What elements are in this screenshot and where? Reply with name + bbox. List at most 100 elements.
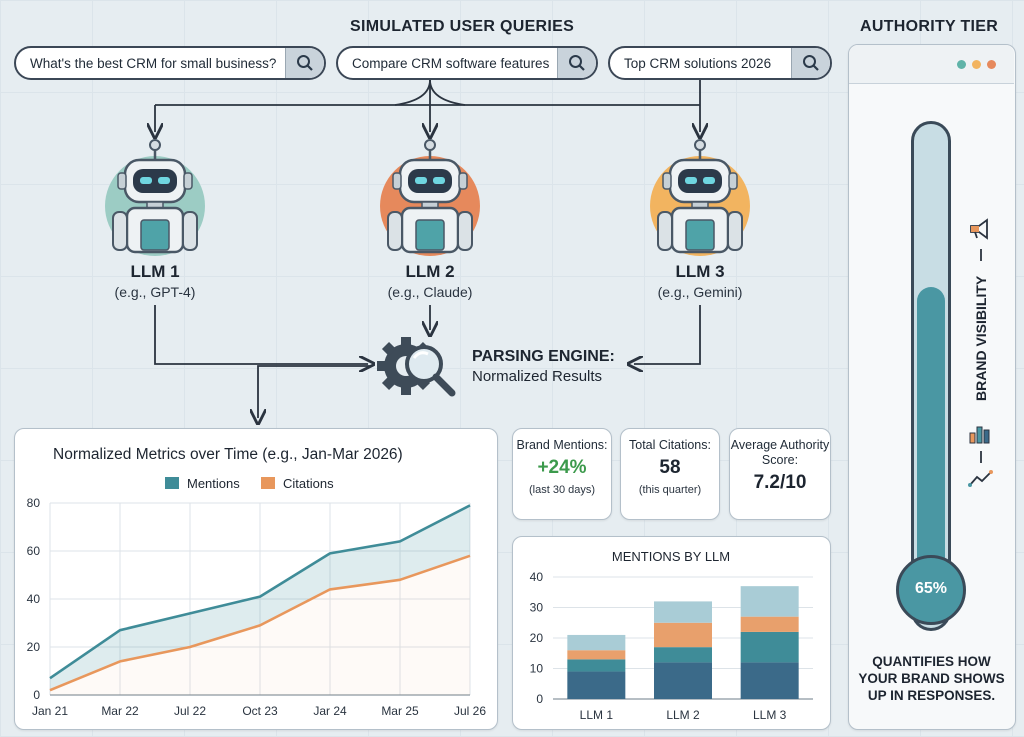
llm-2-label: LLM 2 (e.g., Claude) xyxy=(355,262,505,300)
bar-segment xyxy=(654,601,712,623)
x-tick-label: Mar 22 xyxy=(101,704,139,718)
y-tick-label: 0 xyxy=(33,688,40,702)
bar-chart-icon xyxy=(969,426,990,444)
window-dot xyxy=(972,60,981,69)
brand-visibility-axis: BRAND VISIBILITY xyxy=(968,218,993,487)
stat-value: 7.2/10 xyxy=(753,472,807,493)
y-tick-label: 80 xyxy=(27,496,41,510)
x-tick-label: Jan 21 xyxy=(32,704,68,718)
search-button[interactable] xyxy=(285,48,324,78)
search-icon xyxy=(803,55,819,71)
x-tick-label: Mar 25 xyxy=(381,704,419,718)
stat-title: Total Citations: xyxy=(629,438,711,452)
bar-segment xyxy=(567,659,626,672)
search-icon xyxy=(297,55,313,71)
y-tick-label: 0 xyxy=(536,692,543,706)
series-line-citations xyxy=(49,554,471,692)
legend-swatch xyxy=(261,477,275,489)
series-line-mentions xyxy=(49,504,471,680)
x-tick-label: Jar 24 xyxy=(313,704,347,718)
line-chart: Normalized Metrics over Time (e.g., Jan-… xyxy=(27,446,487,718)
search-button[interactable] xyxy=(557,48,596,78)
legend-label: Mentions xyxy=(187,476,240,491)
caption-line: YOUR BRAND SHOWS xyxy=(858,671,1005,686)
bar-chart: MENTIONS BY LLM 0 10 20 30 40 LLM 1 LLM 2 LLM 3 xyxy=(530,549,813,722)
llm-name: LLM 3 xyxy=(675,262,725,281)
llm-name: LLM 2 xyxy=(405,262,455,281)
trend-line-icon xyxy=(968,470,993,487)
query-search-box-2[interactable]: Compare CRM software features xyxy=(336,46,598,80)
line-chart-panel: Normalized Metrics over Time (e.g., Jan-… xyxy=(14,428,498,730)
caption-line: QUANTIFIES HOW xyxy=(872,654,991,669)
llm-example: (e.g., Claude) xyxy=(387,284,473,300)
window-dot xyxy=(957,60,966,69)
chart-title: MENTIONS BY LLM xyxy=(612,549,730,564)
tier-caption: QUANTIFIES HOW YOUR BRAND SHOWS UP IN RE… xyxy=(849,653,1014,704)
x-tick-label: LLM 1 xyxy=(580,708,614,722)
llm-name: LLM 1 xyxy=(130,262,180,281)
llm-example: (e.g., GPT-4) xyxy=(114,284,196,300)
y-tick-label: 60 xyxy=(27,544,41,558)
bar-segment xyxy=(740,586,799,617)
bar-segment xyxy=(654,622,712,648)
authority-tier-panel: 65% BRAND VISIBILITY QUANTIFIES HOW YOUR… xyxy=(848,44,1016,730)
robot-icon xyxy=(380,139,480,256)
stat-title: Brand Mentions: xyxy=(516,438,608,452)
bar-segment xyxy=(567,650,626,660)
search-button[interactable] xyxy=(791,48,830,78)
stat-note: (last 30 days) xyxy=(528,484,596,496)
window-dot xyxy=(987,60,996,69)
thermometer-bulb xyxy=(896,555,966,625)
x-tick-label: Jul 26 xyxy=(454,704,486,718)
chart-title: Normalized Metrics over Time (e.g., Jan-… xyxy=(53,446,403,463)
query-text[interactable]: Compare CRM software features xyxy=(352,55,550,71)
parsing-engine-subtitle: Normalized Results xyxy=(472,368,603,385)
gear-magnifier-icon xyxy=(377,337,456,397)
bar-segment xyxy=(567,634,626,651)
stat-value: +24% xyxy=(537,457,587,478)
llm-1-label: LLM 1 (e.g., GPT-4) xyxy=(80,262,230,300)
llm-3-label: LLM 3 (e.g., Gemini) xyxy=(625,262,775,300)
y-tick-label: 30 xyxy=(530,601,544,615)
brand-visibility-label: BRAND VISIBILITY xyxy=(973,275,989,401)
bar-segment xyxy=(567,671,626,699)
query-text[interactable]: Top CRM solutions 2026 xyxy=(624,55,772,71)
y-tick-label: 10 xyxy=(530,662,544,676)
tier-percent-label: 65% xyxy=(914,580,948,597)
legend-label: Citations xyxy=(283,476,334,491)
x-tick-label: Jul 22 xyxy=(174,704,206,718)
stat-value: 58 xyxy=(659,457,681,478)
stat-note: (this quarter) xyxy=(638,484,702,496)
megaphone-icon xyxy=(970,218,988,240)
stat-card-total-citations: Total Citations: 58 (this quarter) xyxy=(620,428,720,520)
y-tick-label: 20 xyxy=(530,631,544,645)
queries-title: SIMULATED USER QUERIES xyxy=(350,18,575,35)
legend-swatch xyxy=(165,477,179,489)
llm-example: (e.g., Gemini) xyxy=(657,284,743,300)
x-tick-label: LLM 2 xyxy=(666,708,700,722)
search-icon xyxy=(569,55,585,71)
x-tick-label: LLM 3 xyxy=(753,708,787,722)
query-text[interactable]: What's the best CRM for small business? xyxy=(30,55,277,71)
bar-segment xyxy=(654,647,712,663)
y-tick-label: 20 xyxy=(27,640,41,654)
stat-card-brand-mentions: Brand Mentions: +24% (last 30 days) xyxy=(512,428,612,520)
bar-segment xyxy=(654,662,712,699)
tier-panel-header xyxy=(849,45,1014,84)
y-tick-label: 40 xyxy=(530,570,544,584)
query-search-box-1[interactable]: What's the best CRM for small business? xyxy=(14,46,326,80)
bar-segment xyxy=(740,662,799,699)
robot-icon xyxy=(105,139,205,256)
bar-segment xyxy=(740,631,799,663)
caption-line: UP IN RESPONSES. xyxy=(867,688,996,703)
stat-title: Average Authority Score: xyxy=(730,438,830,467)
query-search-box-3[interactable]: Top CRM solutions 2026 xyxy=(608,46,832,80)
authority-tier-title: AUTHORITY TIER xyxy=(860,18,999,35)
robot-icon xyxy=(650,139,750,256)
thermometer-fill xyxy=(917,287,945,585)
stat-card-authority-score: Average Authority Score: 7.2/10 xyxy=(729,428,831,520)
bar-segment xyxy=(740,616,799,632)
bar-chart-panel: MENTIONS BY LLM 0 10 20 30 40 LLM 1 LLM 2 LLM 3 xyxy=(512,536,831,730)
y-tick-label: 40 xyxy=(27,592,41,606)
